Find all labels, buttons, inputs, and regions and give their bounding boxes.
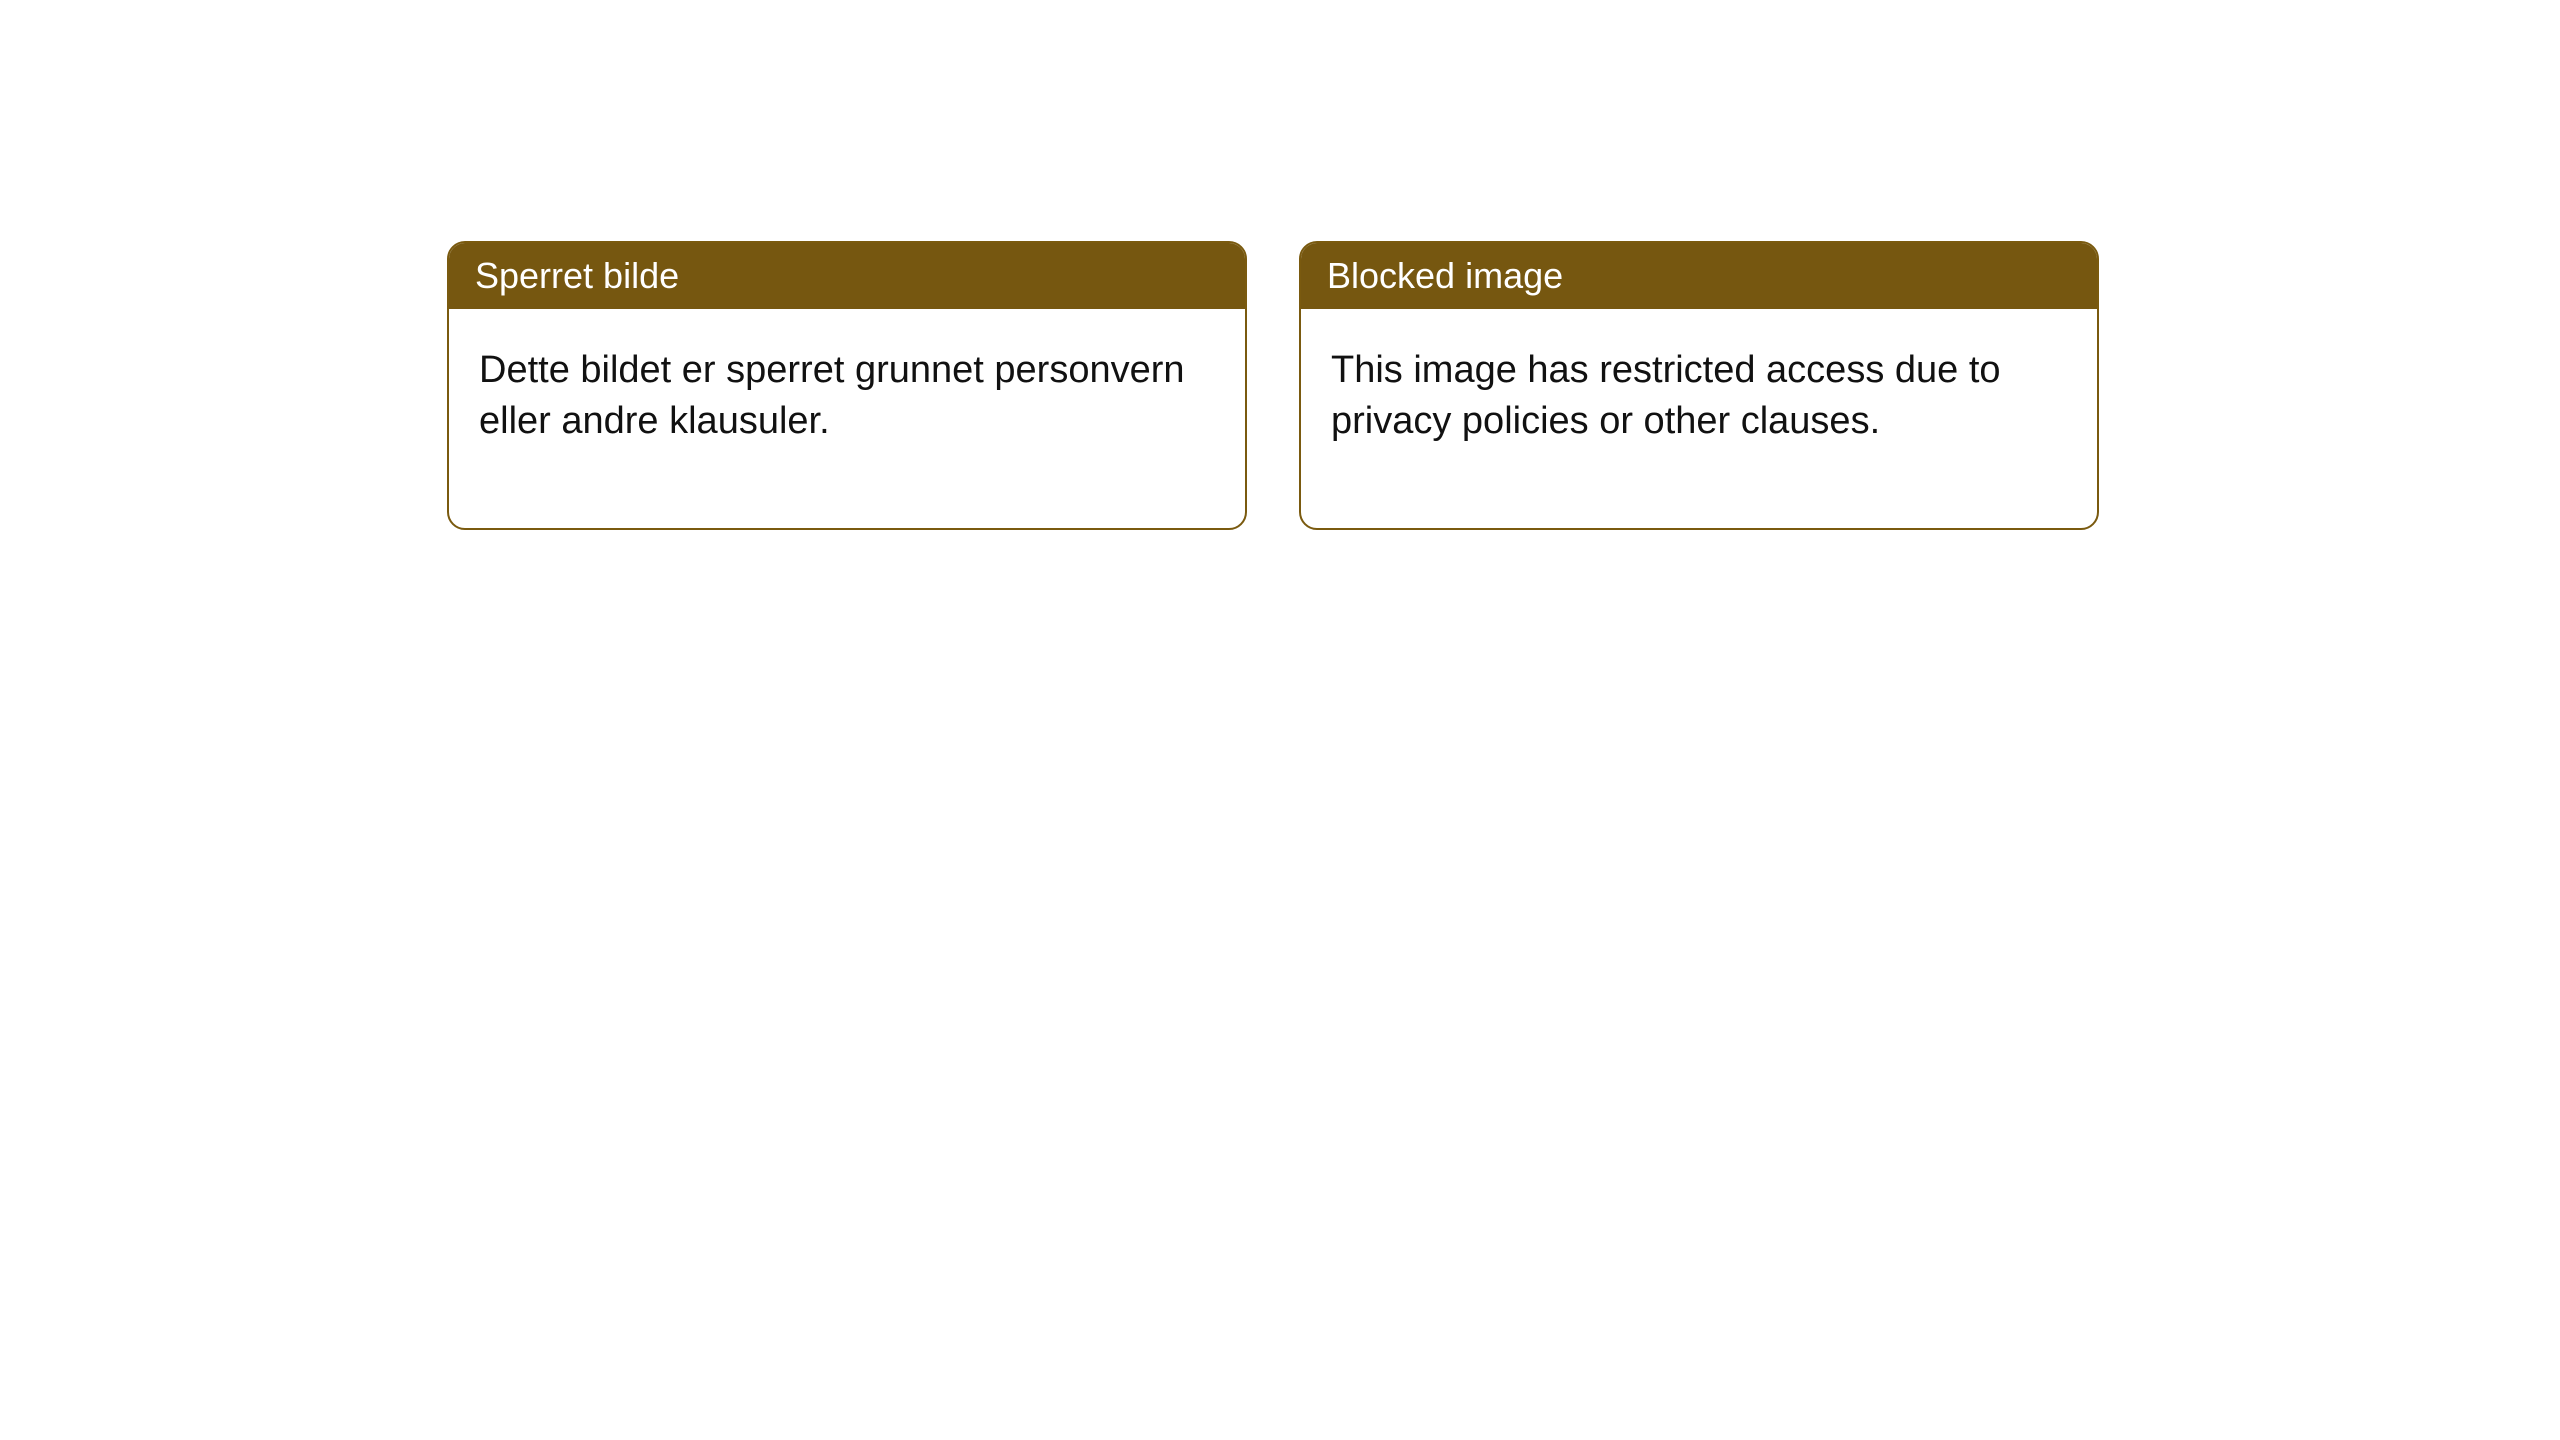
notice-card-header: Blocked image: [1301, 243, 2097, 309]
notice-card-title: Blocked image: [1327, 255, 1563, 296]
notice-card-title: Sperret bilde: [475, 255, 679, 296]
notice-card-header: Sperret bilde: [449, 243, 1245, 309]
notice-card-body: This image has restricted access due to …: [1301, 309, 2097, 528]
notice-card-body-text: This image has restricted access due to …: [1331, 349, 2001, 442]
notice-card-norwegian: Sperret bilde Dette bildet er sperret gr…: [447, 241, 1247, 530]
notice-card-english: Blocked image This image has restricted …: [1299, 241, 2099, 530]
notice-card-body: Dette bildet er sperret grunnet personve…: [449, 309, 1245, 528]
notice-cards-container: Sperret bilde Dette bildet er sperret gr…: [447, 241, 2099, 530]
notice-card-body-text: Dette bildet er sperret grunnet personve…: [479, 349, 1185, 442]
